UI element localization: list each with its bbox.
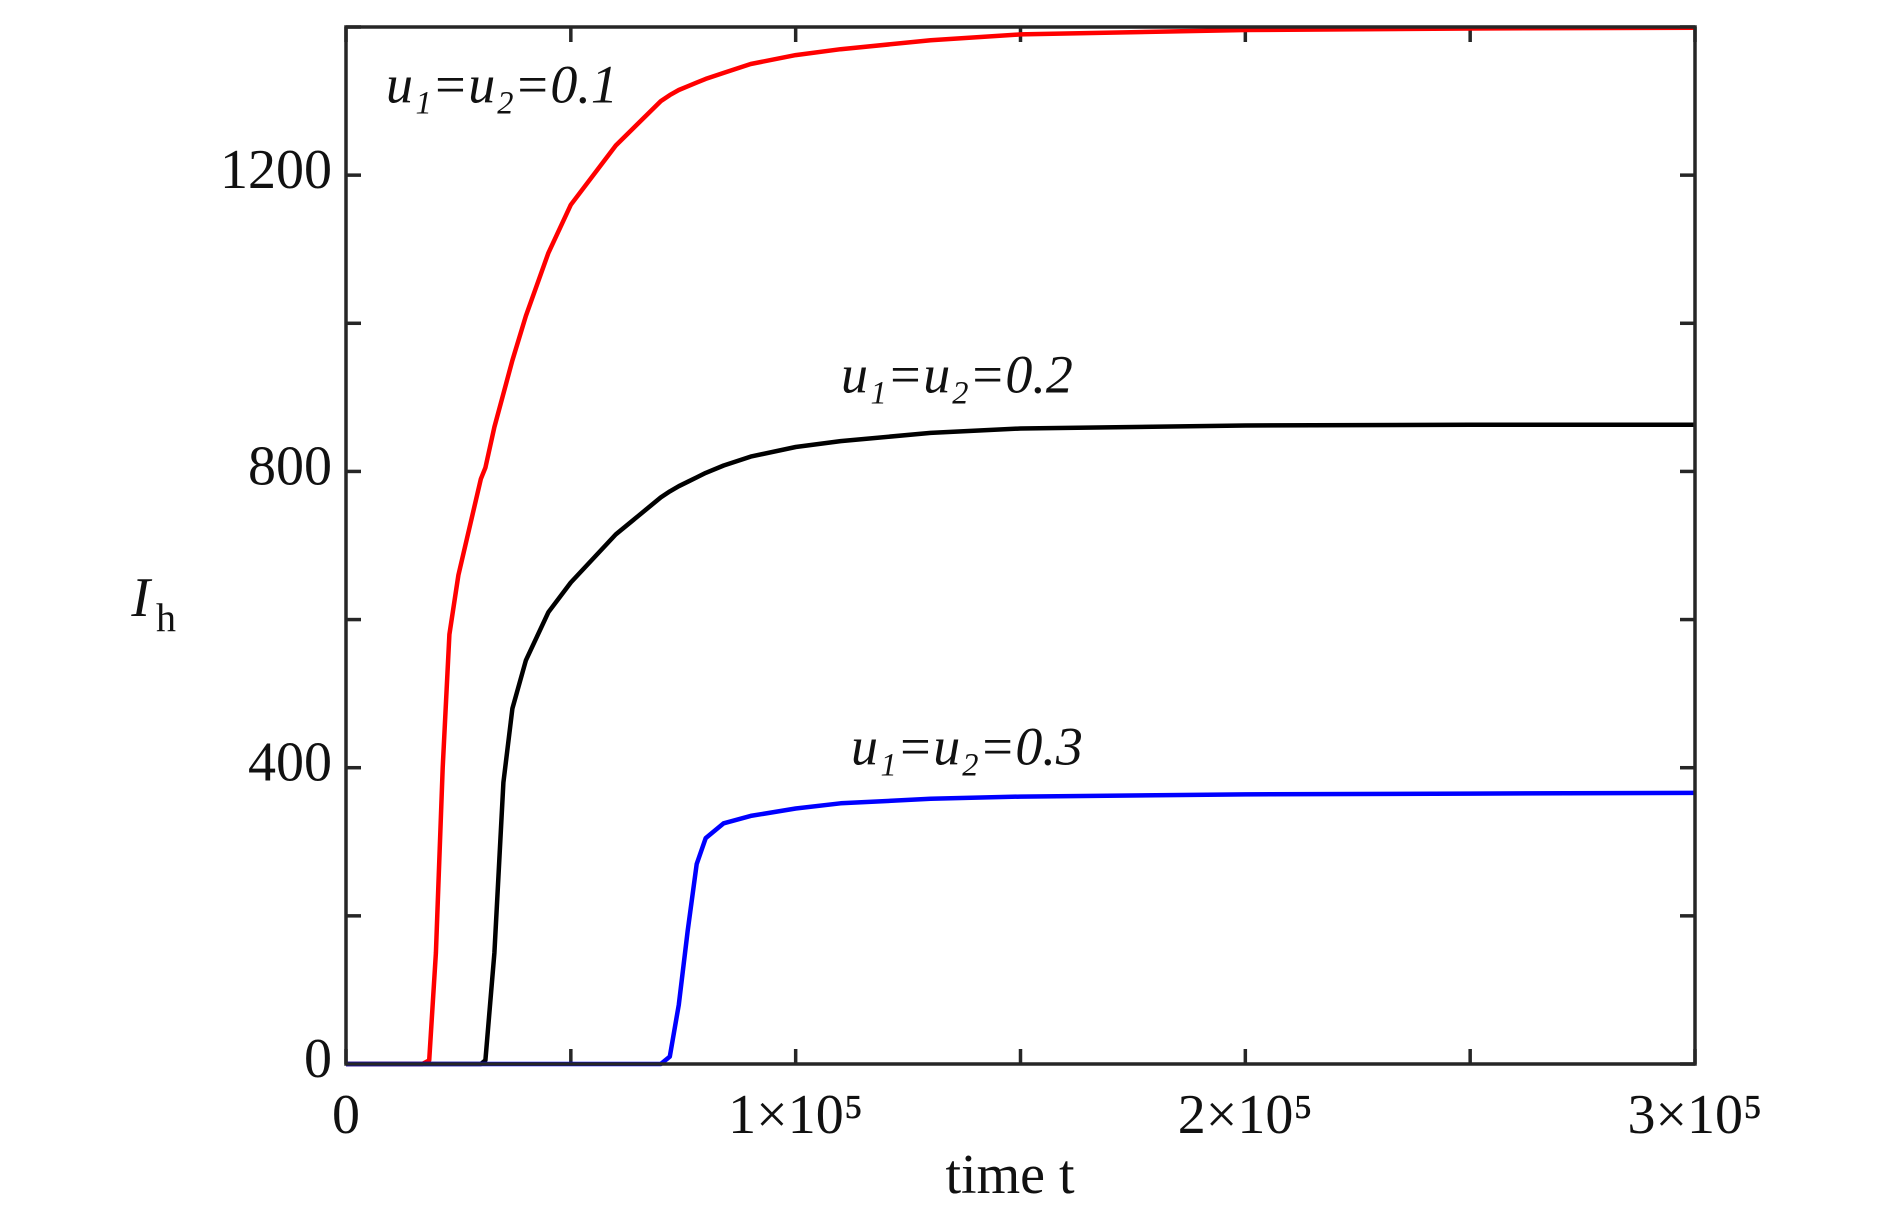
series-label: u₁=u₂=0.1 — [386, 54, 618, 114]
series-label: u₁=u₂=0.3 — [851, 716, 1083, 776]
x-axis-label: time t — [945, 1144, 1075, 1206]
y-tick-label: 1200 — [220, 139, 332, 201]
plot-frame — [344, 25, 1697, 1066]
x-tick-label: 3×10⁵ — [1627, 1084, 1762, 1146]
y-axis-label: I — [130, 567, 152, 629]
series-line — [346, 790, 1696, 1067]
y-tick-label: 800 — [248, 435, 332, 497]
y-tick-label: 0 — [304, 1028, 332, 1090]
x-tick-label: 2×10⁵ — [1178, 1084, 1313, 1146]
y-axis-label-sub: h — [156, 595, 176, 640]
series-label: u₁=u₂=0.2 — [841, 344, 1073, 404]
y-tick-label: 400 — [248, 732, 332, 794]
series-line — [346, 25, 1696, 1067]
x-tick-label: 0 — [332, 1084, 360, 1146]
x-tick-label: 1×10⁵ — [728, 1084, 863, 1146]
